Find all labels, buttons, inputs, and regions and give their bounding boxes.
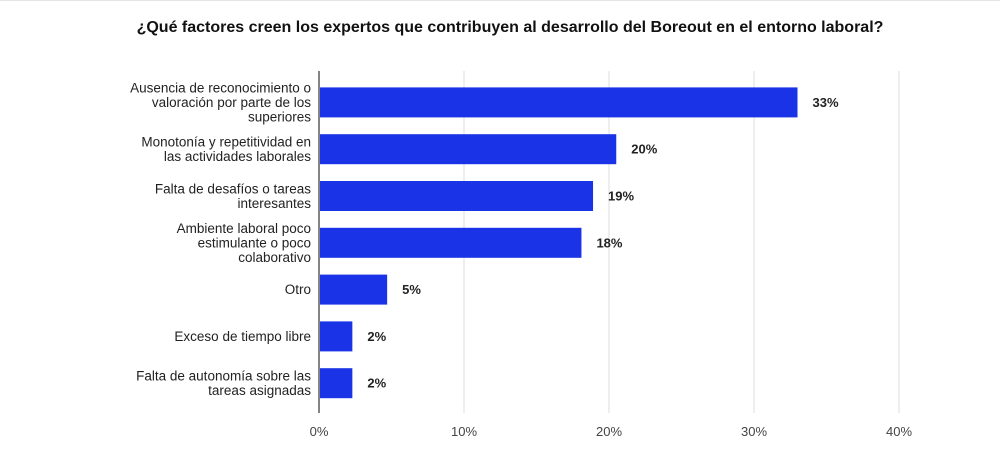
x-tick-label: 0% <box>310 424 329 439</box>
bar <box>320 87 798 118</box>
bar <box>320 227 582 258</box>
data-label: 2% <box>367 329 386 344</box>
chart-title: ¿Qué factores creen los expertos que con… <box>136 19 884 36</box>
category-label: Falta de desafíos o tareas interesantes <box>155 181 311 211</box>
x-tick-label: 10% <box>451 424 477 439</box>
category-label: Exceso de tiempo libre <box>174 329 311 344</box>
category-label: Ambiente laboral poco estimulante o poco c… <box>177 221 311 265</box>
data-label: 5% <box>402 282 421 297</box>
bar <box>320 321 353 352</box>
x-tick-label: 40% <box>886 424 912 439</box>
bar <box>320 274 388 305</box>
bar <box>320 181 594 211</box>
bar <box>320 134 617 165</box>
category-label: Falta de autonomía sobre las tareas asign… <box>136 368 311 398</box>
x-tick-label: 30% <box>741 424 767 439</box>
category-label: Otro <box>285 282 311 297</box>
data-label: 2% <box>367 376 386 391</box>
category-label: Ausencia de reconocimiento o valoración p… <box>130 80 311 124</box>
data-label: 18% <box>596 235 622 250</box>
x-tick-label: 20% <box>596 424 622 439</box>
data-label: 33% <box>813 95 839 110</box>
bar <box>320 368 353 399</box>
data-label: 19% <box>608 189 634 204</box>
data-label: 20% <box>631 142 657 157</box>
category-label: Monotonía y repetitividad en las activida… <box>141 134 311 164</box>
